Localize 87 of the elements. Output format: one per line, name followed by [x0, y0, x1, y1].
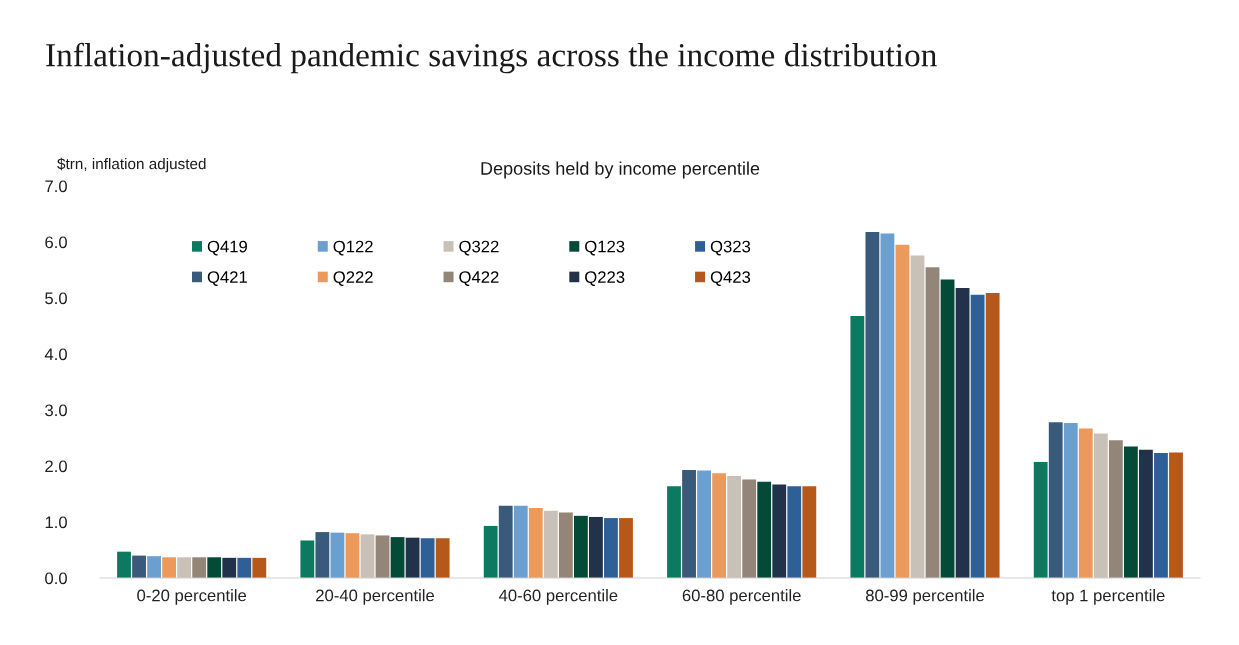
bar [589, 516, 603, 578]
bar [1093, 433, 1108, 578]
y-tick-label: 3.0 [45, 404, 67, 417]
x-tick-label: 60-80 percentile [682, 589, 801, 605]
bar [895, 244, 910, 578]
bar [1139, 449, 1153, 578]
legend-label: Q222 [333, 271, 373, 286]
bar [315, 532, 330, 578]
bar [742, 479, 757, 578]
y-tick-label: 6.0 [45, 236, 67, 249]
bar [910, 255, 925, 578]
chart-title: Inflation-adjusted pandemic savings across the income distribution [46, 42, 937, 74]
bar [727, 476, 742, 578]
bar [1154, 453, 1168, 578]
y-tick-label: 2.0 [45, 460, 67, 473]
bar [528, 508, 543, 578]
legend-label: Q322 [459, 240, 499, 256]
bar [940, 279, 955, 578]
bar [1108, 440, 1123, 578]
bar [513, 505, 528, 578]
x-tick-label: 0-20 percentile [137, 589, 247, 605]
bar [925, 267, 940, 578]
bar [757, 481, 772, 578]
bar [345, 533, 360, 578]
x-tick-label: top 1 percentile [1051, 589, 1165, 605]
bar [802, 486, 817, 578]
bar [192, 557, 207, 578]
bar [147, 556, 161, 578]
bar [360, 534, 375, 578]
bar [850, 315, 865, 578]
y-tick-label: 7.0 [45, 180, 67, 193]
bar [1063, 422, 1078, 578]
y-tick-label: 4.0 [44, 348, 67, 361]
bar [222, 557, 237, 578]
bar [132, 555, 146, 578]
x-tick-label: 40-60 percentile [498, 589, 618, 605]
bar [1169, 452, 1183, 578]
bar [970, 294, 985, 578]
bar [330, 532, 345, 578]
bar [604, 518, 618, 578]
bar [787, 486, 802, 578]
bar [300, 540, 315, 578]
bar [390, 537, 405, 578]
legend-label: Q421 [207, 271, 247, 286]
bar [162, 557, 177, 578]
x-tick-label: 80-99 percentile [865, 589, 985, 605]
bar [865, 231, 880, 578]
bar [483, 525, 498, 578]
chart-subtitle: Deposits held by income percentile [481, 161, 760, 179]
y-tick-label: 0.0 [45, 572, 67, 585]
bar [682, 469, 696, 578]
bar [712, 473, 727, 578]
bar [1048, 422, 1063, 578]
bar [252, 557, 267, 578]
bar [420, 538, 435, 578]
bar [1033, 462, 1048, 578]
bar [558, 512, 573, 578]
bar [1123, 446, 1138, 578]
legend-label: Q323 [710, 240, 751, 256]
y-tick-label: 5.0 [45, 292, 67, 305]
bar [435, 538, 450, 578]
bar [697, 470, 711, 578]
bar [117, 551, 131, 578]
legend-label: Q122 [333, 240, 373, 256]
bar [772, 484, 787, 578]
bar [1078, 428, 1093, 578]
legend-label: Q419 [207, 240, 247, 256]
legend-label: Q422 [459, 271, 499, 286]
x-tick-label: 20-40 percentile [316, 589, 435, 605]
y-tick-label: 1.0 [45, 516, 67, 529]
bar [573, 515, 588, 578]
bar [375, 535, 390, 578]
bar [177, 557, 192, 578]
bar [237, 557, 252, 578]
legend-label: Q423 [710, 271, 751, 286]
bar [985, 292, 1000, 578]
y-axis-title: $trn, inflation adjusted [57, 157, 206, 173]
bar [619, 518, 633, 578]
bar [667, 486, 681, 578]
bar [880, 233, 895, 578]
bar [405, 537, 420, 578]
bar [543, 510, 558, 578]
bar [498, 505, 513, 578]
bar [207, 557, 222, 578]
legend-label: Q223 [585, 271, 625, 286]
legend-label: Q123 [585, 240, 625, 256]
bar [955, 287, 970, 578]
